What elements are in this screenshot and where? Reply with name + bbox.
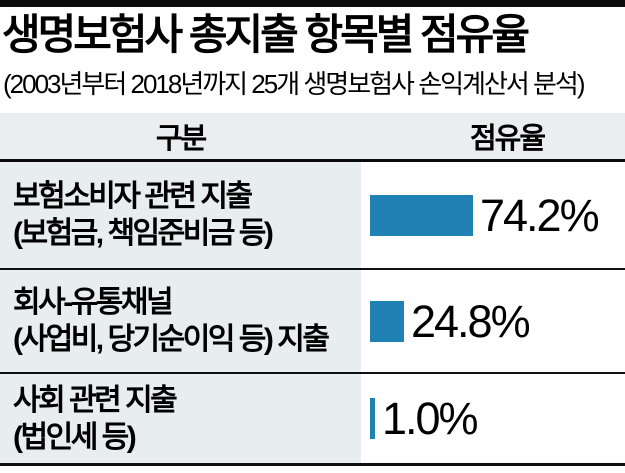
share-bar <box>370 300 404 342</box>
header-rule <box>0 159 625 162</box>
row-value-cell: 24.8% <box>361 270 625 372</box>
row-label-line2: (법인세 등) <box>13 420 137 454</box>
row-label-line1: 사회 관련 지출 <box>13 383 178 417</box>
column-header-category: 구분 <box>155 123 207 155</box>
row-value-cell: 1.0% <box>361 374 625 463</box>
share-value: 74.2% <box>480 189 600 241</box>
table-header: 구분 점유율 <box>0 113 625 159</box>
row-label-line2: (사업비, 당기순이익 등) 지출 <box>13 323 330 356</box>
share-bar <box>370 398 375 439</box>
table-row: 회사-유통채널 (사업비, 당기순이익 등) 지출 24.8% <box>0 270 625 374</box>
table-row: 보험소비자 관련 지출 (보험금, 책임준비금 등) 74.2% <box>0 162 625 270</box>
row-label-cell: 보험소비자 관련 지출 (보험금, 책임준비금 등) <box>0 162 361 268</box>
row-label-line1: 회사-유통채널 <box>13 286 174 319</box>
top-rule <box>0 0 625 7</box>
row-label-cell: 회사-유통채널 (사업비, 당기순이익 등) 지출 <box>0 270 361 372</box>
share-bar <box>370 194 473 236</box>
table-body: 보험소비자 관련 지출 (보험금, 책임준비금 등) 74.2% 회사-유통채널… <box>0 162 625 466</box>
page-title: 생명보험사 총지출 항목별 점유율 <box>2 11 530 58</box>
share-value: 24.8% <box>411 295 531 347</box>
row-label-line1: 보험소비자 관련 지출 <box>13 180 253 213</box>
column-header-share: 점유율 <box>469 123 546 155</box>
row-label-cell: 사회 관련 지출 (법인세 등) <box>0 374 361 463</box>
page-subtitle: (2003년부터 2018년까지 25개 생명보험사 손익계산서 분석) <box>3 69 586 99</box>
row-value-cell: 74.2% <box>361 162 625 268</box>
row-label-line2: (보험금, 책임준비금 등) <box>13 217 274 250</box>
table-row: 사회 관련 지출 (법인세 등) 1.0% <box>0 374 625 466</box>
share-value: 1.0% <box>382 393 479 444</box>
